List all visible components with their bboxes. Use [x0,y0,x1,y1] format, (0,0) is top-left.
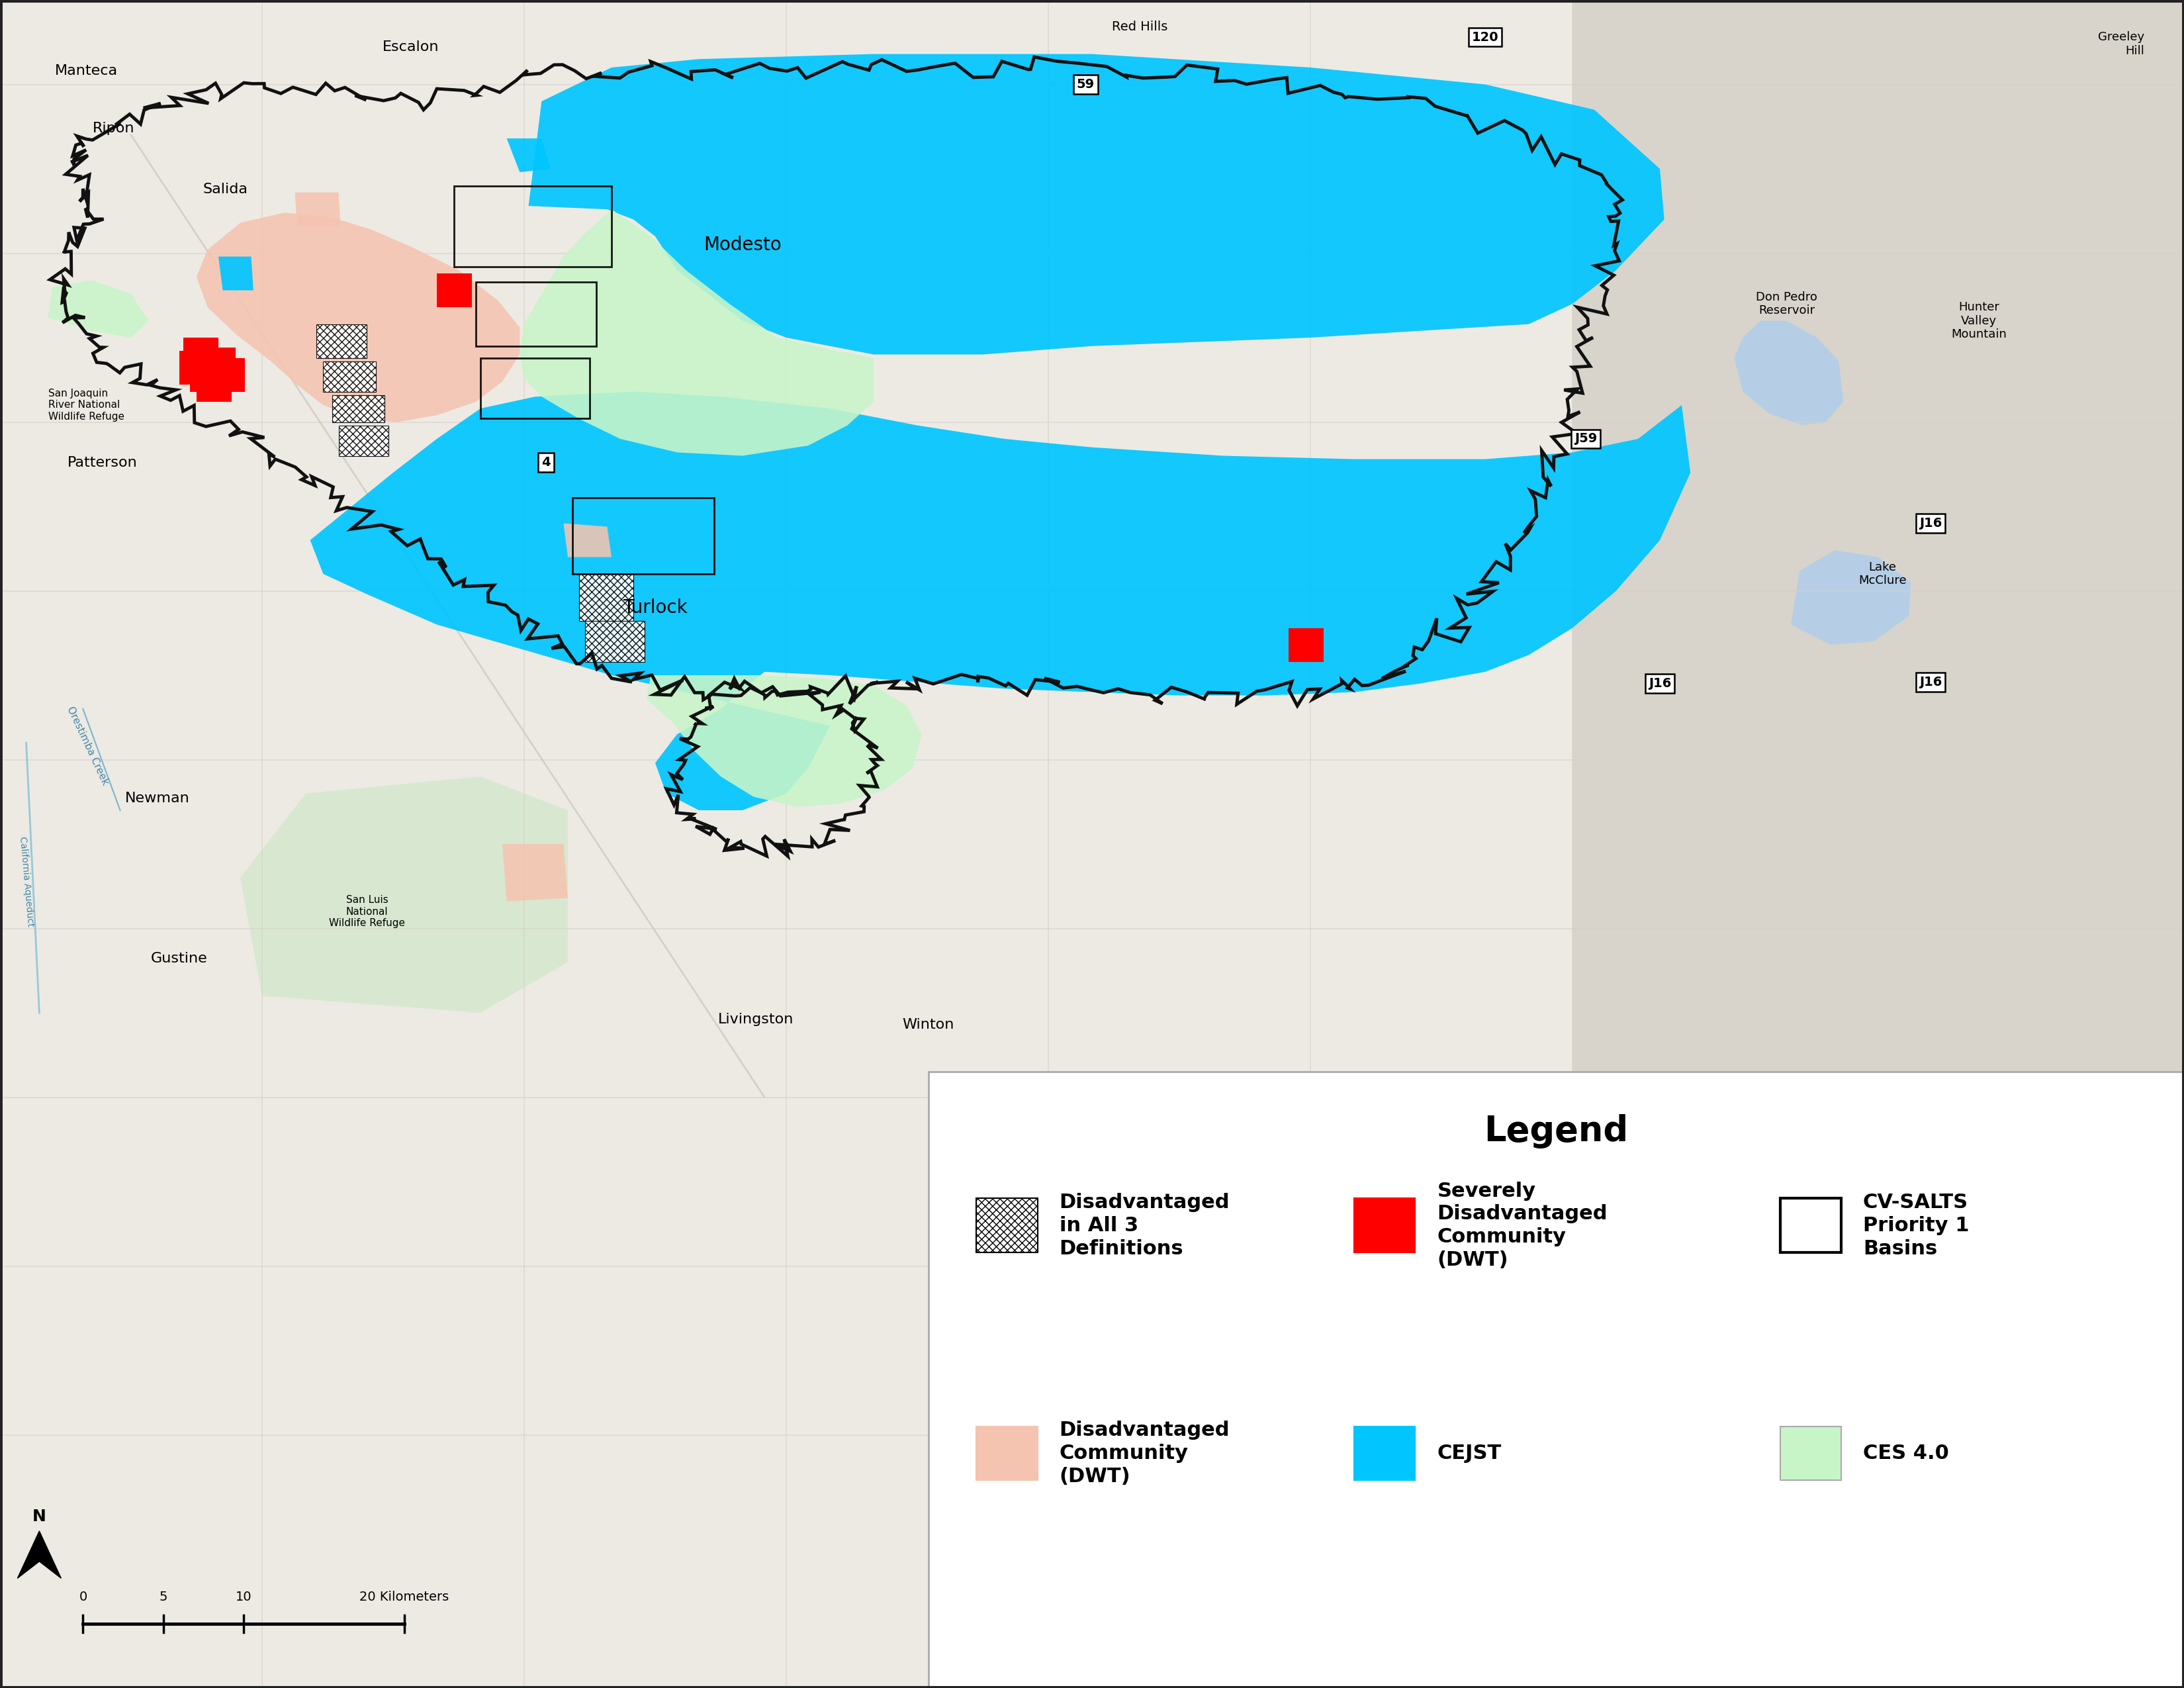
Text: Winton: Winton [902,1018,954,1031]
Polygon shape [585,621,644,662]
Polygon shape [1791,550,1911,645]
Text: Manteca: Manteca [55,64,118,78]
Polygon shape [0,0,1638,1688]
Bar [1354,1426,1415,1480]
Polygon shape [183,338,218,371]
Polygon shape [579,574,633,621]
Bar [454,186,612,267]
Bar [976,1198,1037,1252]
Polygon shape [197,368,232,402]
Bar [572,498,714,574]
Bar [928,1072,2184,1688]
Polygon shape [520,209,874,456]
Polygon shape [502,844,568,901]
Polygon shape [179,351,214,385]
Text: 5: 5 [159,1592,168,1604]
Polygon shape [507,138,550,172]
Text: Lake
McClure: Lake McClure [1859,560,1907,587]
Text: Ripon: Ripon [92,122,135,135]
Text: Disadvantaged
in All 3
Definitions: Disadvantaged in All 3 Definitions [1059,1193,1230,1258]
Text: Red Hills: Red Hills [1112,20,1168,34]
Polygon shape [201,348,236,381]
Text: CV-SALTS
Priority 1
Basins: CV-SALTS Priority 1 Basins [1863,1193,1970,1258]
Bar [1780,1198,1841,1252]
Text: 59: 59 [1077,78,1094,91]
Polygon shape [295,192,341,226]
Polygon shape [240,776,568,1013]
Polygon shape [332,395,384,422]
Polygon shape [646,675,922,807]
Polygon shape [17,1531,61,1578]
Polygon shape [1572,0,2184,1688]
Text: Gustine: Gustine [151,952,207,966]
Text: 10: 10 [236,1592,251,1604]
Text: 4: 4 [542,456,550,469]
Text: J16: J16 [1920,517,1942,530]
Text: Orestimba Creek: Orestimba Creek [66,706,109,787]
Text: J16: J16 [1920,675,1942,689]
Text: San Luis
National
Wildlife Refuge: San Luis National Wildlife Refuge [330,895,404,928]
Text: CEJST: CEJST [1437,1443,1500,1463]
Text: Modesto: Modesto [703,236,782,253]
Polygon shape [437,273,472,307]
Text: 20 Kilometers: 20 Kilometers [360,1592,448,1604]
Polygon shape [218,257,253,290]
Polygon shape [190,358,225,392]
Text: Hunter
Valley
Mountain: Hunter Valley Mountain [1950,300,2007,341]
Polygon shape [197,213,520,422]
Text: Legend: Legend [1483,1114,1629,1148]
Text: J16: J16 [1649,677,1671,690]
Bar [1354,1198,1415,1252]
Text: 120: 120 [1472,30,1498,44]
Text: Salida: Salida [203,182,249,196]
Text: N: N [33,1509,46,1524]
Text: Severely
Disadvantaged
Community
(DWT): Severely Disadvantaged Community (DWT) [1437,1182,1607,1269]
Bar [976,1426,1037,1480]
Text: California Aqueduct: California Aqueduct [17,836,35,927]
Text: Patterson: Patterson [68,456,138,469]
Text: 0: 0 [79,1592,87,1604]
Polygon shape [210,358,245,392]
Text: Escalon: Escalon [382,41,439,54]
Text: Turlock: Turlock [622,599,688,616]
Text: Newman: Newman [124,792,190,805]
Polygon shape [317,324,367,358]
Polygon shape [529,54,1664,354]
Text: CES 4.0: CES 4.0 [1863,1443,1948,1463]
Bar [480,358,590,419]
Bar [476,282,596,346]
Polygon shape [563,523,612,557]
Text: Disadvantaged
Community
(DWT): Disadvantaged Community (DWT) [1059,1421,1230,1485]
Polygon shape [48,280,149,338]
Bar [1780,1426,1841,1480]
Polygon shape [310,392,1690,810]
Text: Don Pedro
Reservoir: Don Pedro Reservoir [1756,290,1817,317]
Text: J59: J59 [1575,432,1597,446]
Polygon shape [339,425,389,456]
Polygon shape [1734,321,1843,425]
Text: Livingston: Livingston [719,1013,793,1026]
Text: San Joaquin
River National
Wildlife Refuge: San Joaquin River National Wildlife Refu… [48,388,124,422]
Polygon shape [323,361,376,392]
Polygon shape [1289,628,1324,662]
Text: Greeley
Hill: Greeley Hill [2099,30,2145,57]
